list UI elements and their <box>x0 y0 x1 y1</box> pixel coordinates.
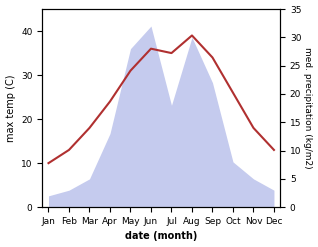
X-axis label: date (month): date (month) <box>125 231 197 242</box>
Y-axis label: max temp (C): max temp (C) <box>5 74 16 142</box>
Y-axis label: med. precipitation (kg/m2): med. precipitation (kg/m2) <box>303 47 313 169</box>
